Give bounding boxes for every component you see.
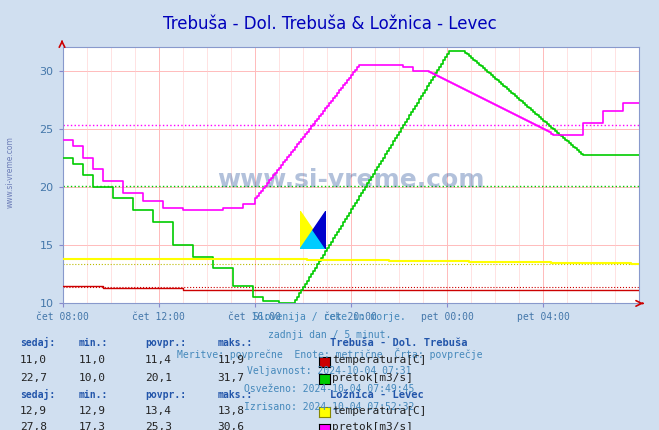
Text: temperatura[C]: temperatura[C] — [332, 355, 426, 366]
Polygon shape — [300, 211, 313, 249]
Text: 13,8: 13,8 — [217, 405, 244, 416]
Text: 30,6: 30,6 — [217, 422, 244, 430]
Text: 12,9: 12,9 — [20, 405, 47, 416]
Text: Meritve: povprečne  Enote: metrične  Črta: povprečje: Meritve: povprečne Enote: metrične Črta:… — [177, 348, 482, 360]
Text: povpr.:: povpr.: — [145, 390, 186, 400]
Polygon shape — [313, 211, 326, 249]
Polygon shape — [300, 230, 326, 249]
Text: maks.:: maks.: — [217, 390, 252, 400]
Text: pretok[m3/s]: pretok[m3/s] — [332, 372, 413, 383]
Text: povpr.:: povpr.: — [145, 338, 186, 348]
Text: Izrisano: 2024-10-04 07:52:32: Izrisano: 2024-10-04 07:52:32 — [244, 402, 415, 412]
Text: Osveženo: 2024-10-04 07:49:45: Osveženo: 2024-10-04 07:49:45 — [244, 384, 415, 394]
Text: Veljavnost: 2024-10-04 07:31: Veljavnost: 2024-10-04 07:31 — [247, 366, 412, 376]
Text: Trebuša - Dol. Trebuša: Trebuša - Dol. Trebuša — [330, 338, 467, 348]
Text: maks.:: maks.: — [217, 338, 252, 348]
Text: 31,7: 31,7 — [217, 372, 244, 383]
Text: www.si-vreme.com: www.si-vreme.com — [5, 136, 14, 208]
Text: 25,3: 25,3 — [145, 422, 172, 430]
Text: temperatura[C]: temperatura[C] — [332, 405, 426, 416]
Text: 12,9: 12,9 — [79, 405, 106, 416]
Text: Ložnica - Levec: Ložnica - Levec — [330, 390, 423, 400]
Text: Slovenija / reke in morje.: Slovenija / reke in morje. — [253, 312, 406, 322]
Text: min.:: min.: — [79, 390, 109, 400]
Text: min.:: min.: — [79, 338, 109, 348]
Text: 11,0: 11,0 — [79, 355, 106, 366]
Text: Trebuša - Dol. Trebuša & Ložnica - Levec: Trebuša - Dol. Trebuša & Ložnica - Levec — [163, 15, 496, 33]
Text: sedaj:: sedaj: — [20, 389, 55, 400]
Text: sedaj:: sedaj: — [20, 337, 55, 348]
Text: 27,8: 27,8 — [20, 422, 47, 430]
Text: 11,9: 11,9 — [217, 355, 244, 366]
Text: 17,3: 17,3 — [79, 422, 106, 430]
Text: 11,4: 11,4 — [145, 355, 172, 366]
Text: zadnji dan / 5 minut.: zadnji dan / 5 minut. — [268, 330, 391, 340]
Text: 13,4: 13,4 — [145, 405, 172, 416]
Text: www.si-vreme.com: www.si-vreme.com — [217, 168, 484, 192]
Text: 22,7: 22,7 — [20, 372, 47, 383]
Text: 20,1: 20,1 — [145, 372, 172, 383]
Text: 10,0: 10,0 — [79, 372, 106, 383]
Text: 11,0: 11,0 — [20, 355, 47, 366]
Text: pretok[m3/s]: pretok[m3/s] — [332, 422, 413, 430]
